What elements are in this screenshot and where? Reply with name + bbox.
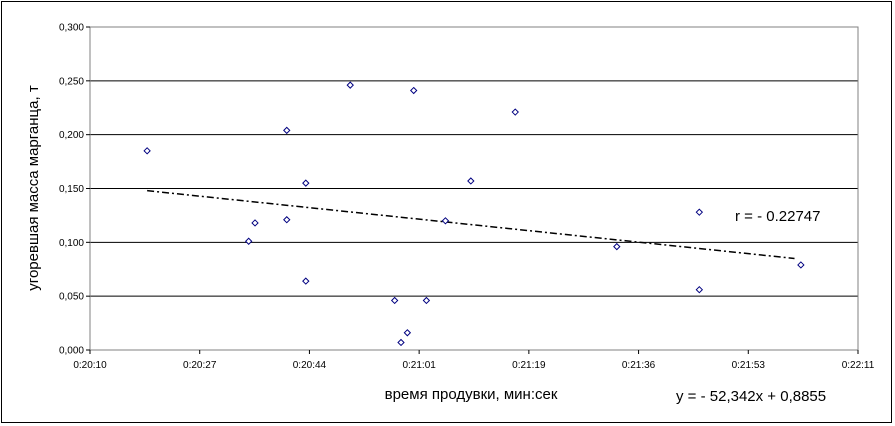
y-axis-title: угоревшая масса марганца, т <box>25 85 42 291</box>
data-points <box>143 81 805 347</box>
data-point <box>613 242 621 251</box>
data-point <box>283 126 291 135</box>
data-point <box>251 219 259 227</box>
y-tick-label: 0,150 <box>59 184 84 195</box>
data-point <box>346 81 354 89</box>
trendline-layer <box>147 189 795 260</box>
data-point <box>467 177 475 185</box>
x-tick-label: 0:20:10 <box>73 360 107 371</box>
x-tick-label: 0:21:53 <box>732 360 766 371</box>
data-point <box>422 296 431 305</box>
x-axis-ticks: 0:20:10 0:20:27 0:20:44 0:21:01 0:21:19 0:21:… <box>73 350 875 371</box>
x-tick-label: 0:22:11 <box>842 360 875 371</box>
data-point <box>244 237 253 245</box>
x-tick-label: 0:20:27 <box>183 360 217 371</box>
data-point <box>409 86 418 95</box>
y-tick-label: 0,300 <box>59 23 84 34</box>
data-point <box>143 147 151 155</box>
data-point <box>302 179 310 187</box>
data-point <box>695 285 704 294</box>
data-point <box>390 296 399 305</box>
x-tick-label: 0:21:19 <box>512 360 546 371</box>
correlation-label: r = - 0.22747 <box>735 208 820 225</box>
y-tick-label: 0,250 <box>59 76 84 87</box>
y-tick-label: 0,100 <box>59 238 84 249</box>
x-axis-title: время продувки, мин:сек <box>385 386 558 403</box>
data-point <box>797 261 805 269</box>
y-tick-label: 0,200 <box>59 130 84 141</box>
x-tick-label: 0:21:36 <box>622 360 656 371</box>
x-tick-label: 0:20:44 <box>293 360 327 371</box>
data-point <box>511 108 519 116</box>
y-tick-label: 0,050 <box>59 292 84 303</box>
data-point <box>302 277 310 285</box>
y-axis-ticks: 0,000 0,050 0,100 0,150 0,200 0,250 0,300 <box>59 23 90 357</box>
trendline <box>147 189 795 260</box>
data-point <box>283 216 291 224</box>
data-point <box>403 329 412 337</box>
x-tick-label: 0:21:01 <box>402 360 436 371</box>
data-point <box>441 217 450 225</box>
y-tick-label: 0,000 <box>59 346 84 357</box>
grid-lines <box>90 26 858 297</box>
data-point <box>695 208 704 216</box>
data-point <box>397 338 405 347</box>
equation-label: y = - 52,342x + 0,8855 <box>676 388 826 405</box>
